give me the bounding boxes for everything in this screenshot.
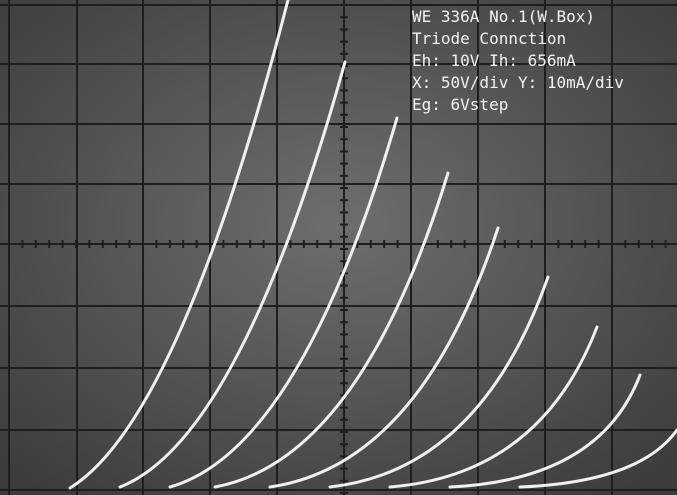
readout: WE 336A No.1(W.Box) Triode Connction Eh:…: [412, 7, 624, 114]
readout-line: X: 50V/div Y: 10mA/div: [412, 73, 624, 92]
readout-line: WE 336A No.1(W.Box): [412, 7, 595, 26]
plate-curves: [68, 0, 677, 490]
readout-line: Eh: 10V Ih: 656mA: [412, 51, 576, 70]
readout-line: Triode Connction: [412, 29, 566, 48]
readout-line: Eg: 6Vstep: [412, 95, 508, 114]
center-ticks: [8, 4, 667, 494]
